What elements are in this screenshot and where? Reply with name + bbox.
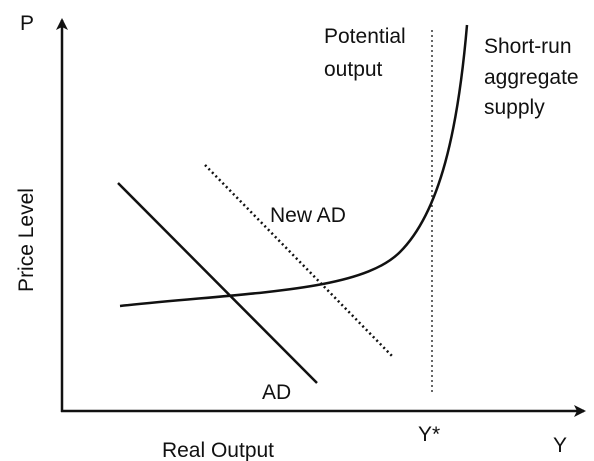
sras-label: Short-run [484, 35, 572, 58]
sras-label: aggregate [484, 66, 579, 89]
x-axis-title: Real Output [162, 439, 274, 461]
y-axis-label: P [20, 12, 34, 35]
ad-label: AD [262, 381, 291, 404]
x-axis-label: Y [553, 434, 567, 457]
ad-line [117, 182, 318, 384]
new-ad-label: New AD [270, 204, 346, 227]
y-axis-title: Price Level [15, 188, 38, 292]
y-star-label: Y* [418, 423, 440, 446]
new-ad-line [204, 164, 394, 358]
sras-curve [119, 24, 469, 308]
potential-label: output [324, 58, 383, 81]
sras-label: supply [484, 96, 545, 119]
potential-label: Potential [324, 25, 406, 48]
